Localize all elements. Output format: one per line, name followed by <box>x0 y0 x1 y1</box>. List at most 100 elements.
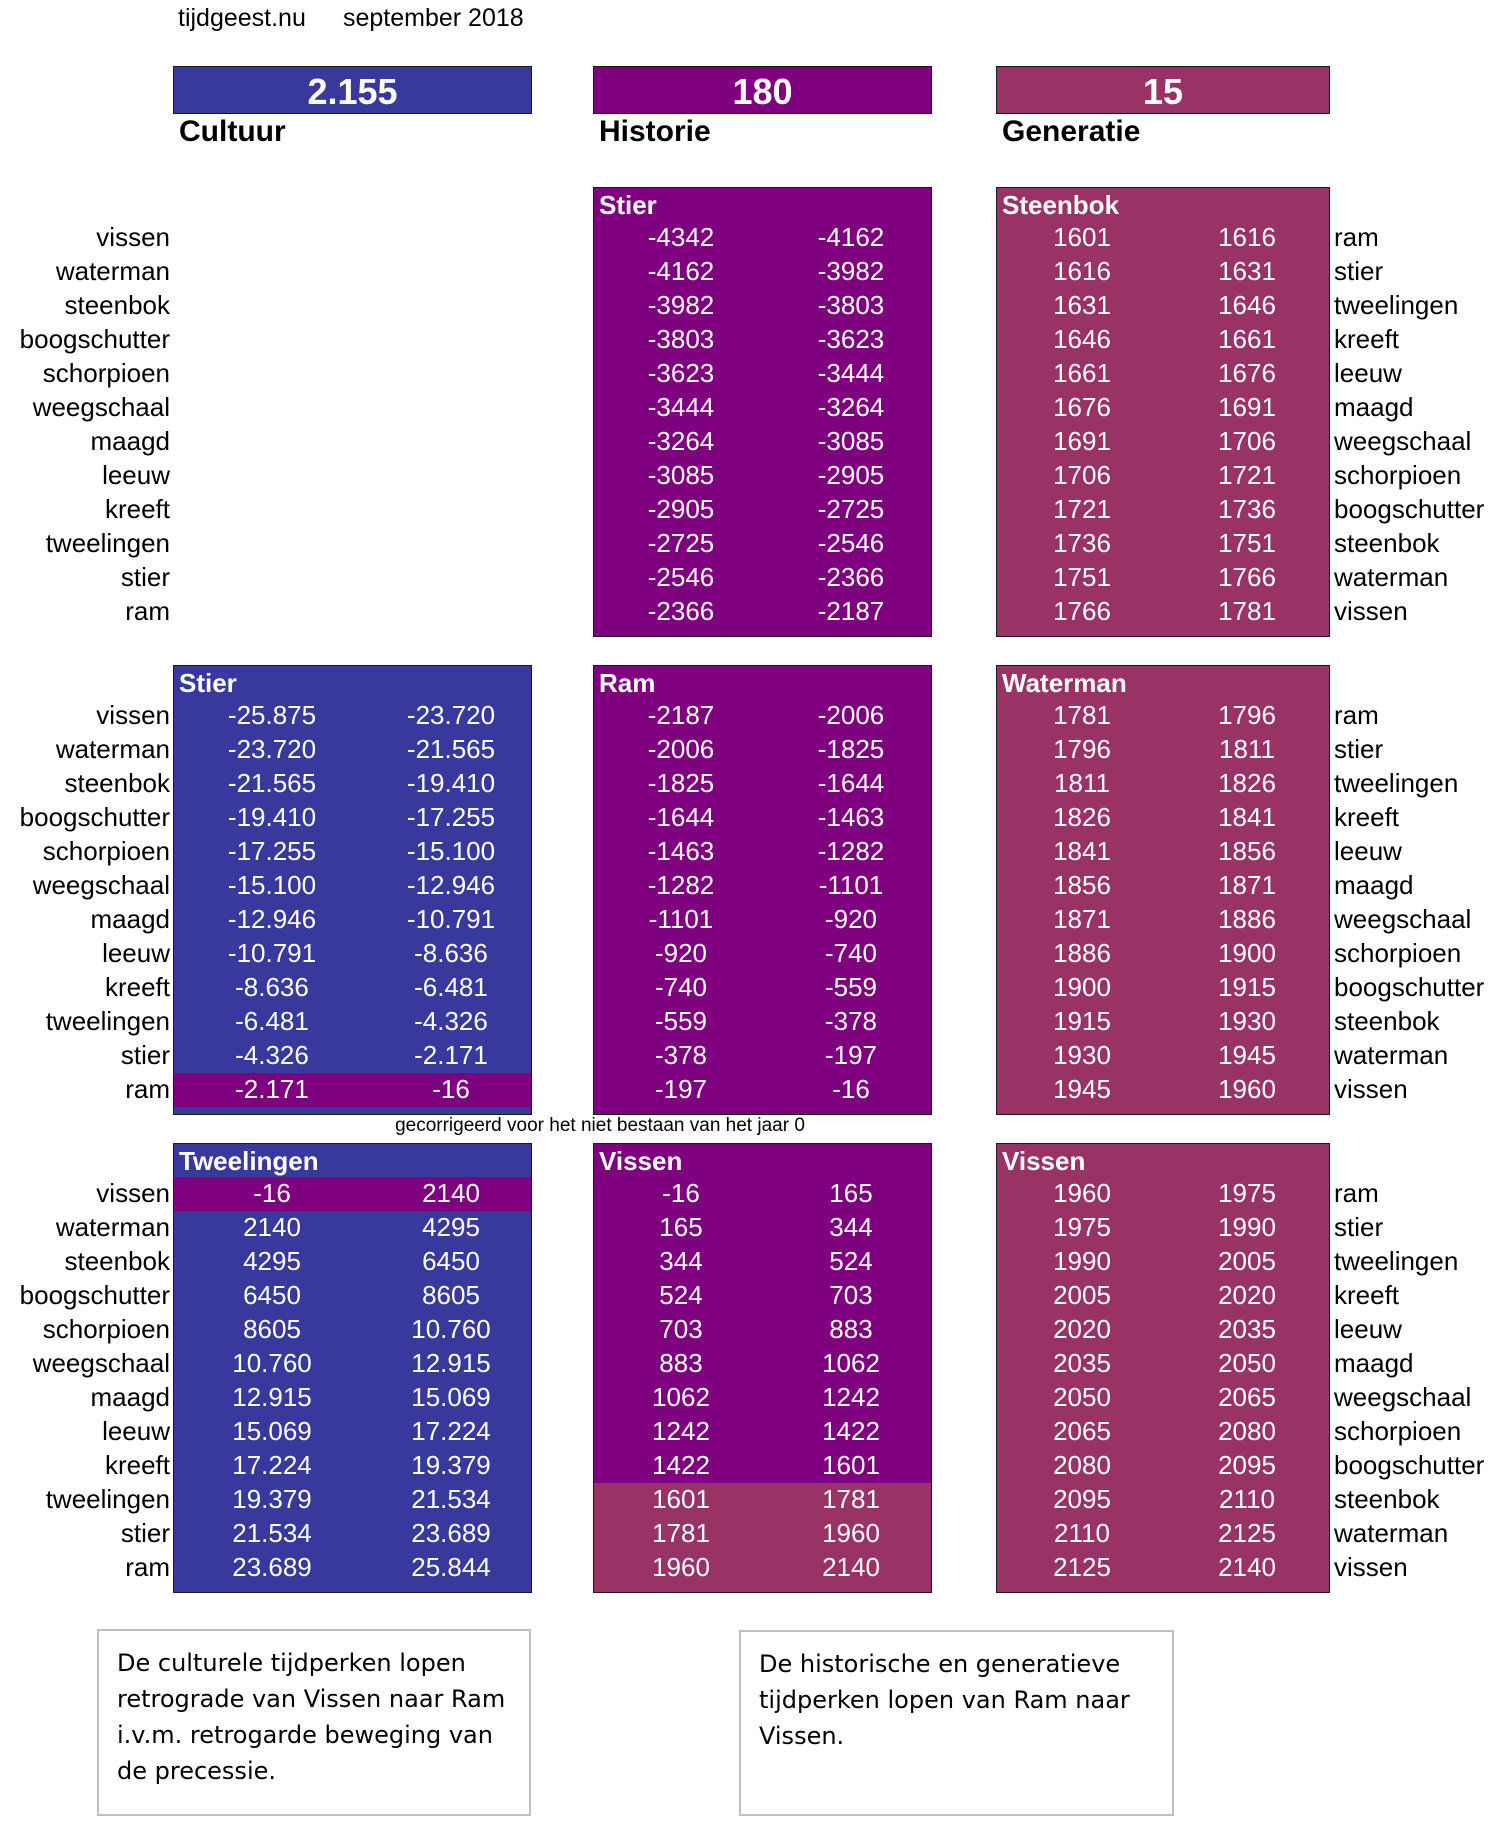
era-start-year: -740 <box>654 972 708 1002</box>
sign-label-left: vissen <box>96 1178 170 1208</box>
era-end-year: 10.760 <box>411 1314 491 1344</box>
era-start-year: -4342 <box>647 222 715 252</box>
era-end-year: -15.100 <box>406 836 496 866</box>
note-box-cultural: De culturele tijdperken lopen retrograde… <box>97 1629 531 1816</box>
era-start-year: 2020 <box>1053 1314 1111 1344</box>
era-start-year: 2140 <box>243 1212 301 1242</box>
era-end-year: 1062 <box>822 1348 880 1378</box>
era-end-year: -559 <box>824 972 878 1002</box>
era-end-year: 23.689 <box>411 1518 491 1548</box>
era-start-year: -1463 <box>647 836 715 866</box>
era-end-year: -8.636 <box>414 938 488 968</box>
era-end-year: 1646 <box>1218 290 1276 320</box>
era-start-year: 1930 <box>1053 1040 1111 1070</box>
era-end-year: 1886 <box>1218 904 1276 934</box>
sign-label-right: kreeft <box>1334 1280 1400 1310</box>
sign-label-right: schorpioen <box>1334 938 1462 968</box>
era-end-year: -1463 <box>817 802 885 832</box>
era-end-year: -21.565 <box>406 734 496 764</box>
era-start-year: 17.224 <box>232 1450 312 1480</box>
sign-label-left: ram <box>125 1552 170 1582</box>
era-block-title: Stier <box>179 668 237 698</box>
era-end-year: -3982 <box>817 256 885 286</box>
era-end-year: -1825 <box>817 734 885 764</box>
era-end-year: 524 <box>829 1246 873 1276</box>
era-end-year: 1871 <box>1218 870 1276 900</box>
sign-label-right: vissen <box>1334 1552 1408 1582</box>
sign-label-left: schorpioen <box>42 836 170 866</box>
era-end-year: -2725 <box>817 494 885 524</box>
era-start-year: -3623 <box>647 358 715 388</box>
summary-bar-generatie: 15 <box>996 66 1330 114</box>
era-start-year: 1422 <box>652 1450 710 1480</box>
era-end-year: 1736 <box>1218 494 1276 524</box>
era-end-year: -2006 <box>817 700 885 730</box>
era-end-year: -3444 <box>817 358 885 388</box>
era-block-title: Ram <box>599 668 656 698</box>
sign-label-left: steenbok <box>64 768 170 798</box>
era-block-title: Vissen <box>1002 1146 1086 1176</box>
era-end-year: -920 <box>824 904 878 934</box>
era-start-year: 2005 <box>1053 1280 1111 1310</box>
site-name: tijdgeest.nu <box>178 4 306 32</box>
era-end-year: 165 <box>829 1178 873 1208</box>
era-start-year: -1644 <box>647 802 715 832</box>
era-end-year: -19.410 <box>406 768 496 798</box>
era-start-year: 1616 <box>1053 256 1111 286</box>
era-end-year: 25.844 <box>411 1552 491 1582</box>
sign-label-left: waterman <box>55 734 170 764</box>
sign-label-right: steenbok <box>1334 1484 1440 1514</box>
sign-label-right: steenbok <box>1334 528 1440 558</box>
era-block <box>173 1143 532 1593</box>
era-end-year: 1706 <box>1218 426 1276 456</box>
sign-label-left: leeuw <box>102 938 170 968</box>
era-start-year: -10.791 <box>227 938 317 968</box>
era-start-year: 1646 <box>1053 324 1111 354</box>
sign-label-left: ram <box>125 1074 170 1104</box>
era-end-year: 1811 <box>1219 734 1275 764</box>
sign-label-right: ram <box>1334 700 1379 730</box>
era-start-year: 2050 <box>1053 1382 1111 1412</box>
summary-value-generatie: 15 <box>1142 71 1184 112</box>
era-start-year: 1990 <box>1053 1246 1111 1276</box>
era-end-year: -17.255 <box>406 802 496 832</box>
sign-label-right: vissen <box>1334 1074 1408 1104</box>
era-end-year: 1422 <box>822 1416 880 1446</box>
era-start-year: 883 <box>659 1348 703 1378</box>
sign-label-left: leeuw <box>102 460 170 490</box>
sign-label-left: kreeft <box>104 494 170 524</box>
era-start-year: 1975 <box>1053 1212 1111 1242</box>
era-start-year: -2725 <box>647 528 715 558</box>
publish-date: september 2018 <box>343 4 524 32</box>
era-end-year: 1781 <box>1218 596 1276 626</box>
era-end-year: -2366 <box>817 562 885 592</box>
era-start-year: 2080 <box>1053 1450 1111 1480</box>
era-block <box>996 1143 1330 1593</box>
sign-label-left: waterman <box>55 256 170 286</box>
summary-bar-historie: 180 <box>593 66 932 114</box>
era-start-year: 1691 <box>1053 426 1111 456</box>
era-overlap-row <box>174 1073 531 1107</box>
era-block-title: Steenbok <box>1002 190 1120 220</box>
summary-label-cultuur: Cultuur <box>179 115 286 148</box>
era-end-year: -4.326 <box>414 1006 488 1036</box>
era-start-year: 1960 <box>652 1552 710 1582</box>
era-start-year: -2905 <box>647 494 715 524</box>
sign-label-left: stier <box>120 1518 170 1548</box>
sign-label-right: weegschaal <box>1334 1382 1472 1412</box>
era-start-year: 19.379 <box>232 1484 312 1514</box>
era-end-year: 2140 <box>422 1178 480 1208</box>
era-end-year: 1826 <box>1218 768 1276 798</box>
sign-label-right: steenbok <box>1334 1006 1440 1036</box>
sign-label-right: kreeft <box>1334 324 1400 354</box>
era-end-year: 1841 <box>1218 802 1276 832</box>
correction-note: gecorrigeerd voor het niet bestaan van h… <box>395 1115 805 1136</box>
era-start-year: 1766 <box>1053 596 1111 626</box>
era-start-year: -2187 <box>647 700 715 730</box>
era-end-year: 2140 <box>1218 1552 1276 1582</box>
sign-label-left: vissen <box>96 700 170 730</box>
era-start-year: 1781 <box>652 1518 710 1548</box>
sign-label-right: ram <box>1334 222 1379 252</box>
era-end-year: -12.946 <box>406 870 496 900</box>
era-start-year: -4162 <box>647 256 715 286</box>
